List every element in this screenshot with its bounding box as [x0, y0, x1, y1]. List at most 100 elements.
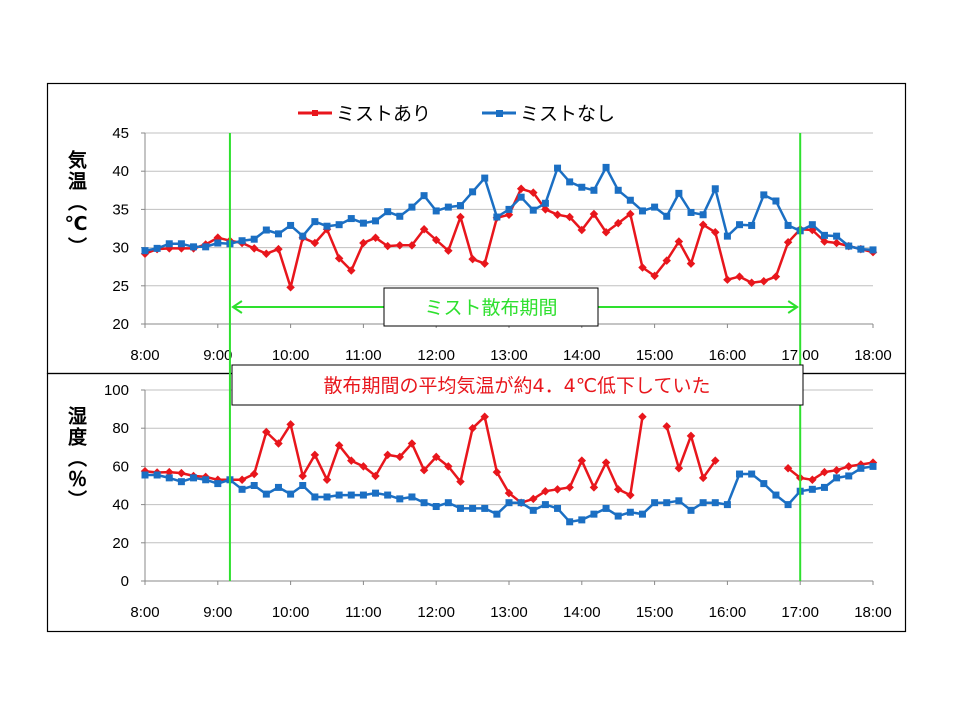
- data-point: [165, 474, 173, 482]
- data-point: [613, 485, 623, 494]
- x-tick-label: 14:00: [563, 347, 601, 364]
- data-point: [760, 480, 768, 488]
- data-point: [589, 483, 599, 492]
- data-point: [202, 243, 210, 251]
- data-point: [820, 483, 828, 491]
- data-point: [517, 193, 525, 201]
- x-tick-label: 12:00: [417, 604, 455, 621]
- data-point: [736, 470, 744, 478]
- period-arrow-head-right: [787, 300, 800, 314]
- data-point: [311, 493, 319, 501]
- summary-box: [231, 364, 804, 406]
- data-point: [359, 491, 367, 499]
- data-point: [177, 240, 185, 248]
- data-point: [529, 188, 538, 197]
- data-point: [396, 495, 404, 503]
- data-point: [869, 246, 877, 254]
- data-point: [663, 499, 671, 507]
- data-point: [384, 208, 392, 216]
- x-tick-label: 15:00: [636, 347, 674, 364]
- data-point: [372, 217, 380, 225]
- data-point: [699, 499, 707, 507]
- x-tick-label: 13:00: [490, 347, 528, 364]
- x-tick-label: 8:00: [130, 347, 159, 364]
- data-point: [541, 486, 550, 496]
- data-point: [760, 191, 768, 199]
- data-point: [311, 218, 319, 226]
- data-point: [141, 247, 149, 255]
- y-tick-label: 20: [112, 316, 129, 333]
- data-point: [299, 482, 307, 489]
- data-point: [626, 196, 634, 204]
- data-point: [238, 485, 246, 493]
- data-point: [589, 209, 599, 219]
- data-point: [323, 222, 331, 230]
- data-point: [262, 490, 270, 498]
- data-point: [711, 456, 720, 465]
- data-point: [784, 221, 792, 229]
- period-label: ミスト散布期間: [424, 297, 557, 319]
- data-point: [323, 493, 331, 501]
- data-point: [601, 458, 611, 467]
- data-point: [857, 245, 865, 253]
- humidity-chart: 0 20 40 60 80 100 8:00 9:00 10:00 11:00 12:00 13:00…: [65, 382, 892, 621]
- data-point: [419, 465, 429, 475]
- data-point: [456, 504, 464, 512]
- legend-label-1: ミストあり: [336, 103, 431, 125]
- lower-panel-frame: [46, 372, 907, 633]
- data-point: [517, 499, 525, 507]
- x-tick-label: 15:00: [636, 604, 674, 621]
- data-point: [602, 163, 610, 171]
- data-point: [165, 240, 173, 248]
- data-point: [626, 209, 635, 219]
- temperature-series: [140, 163, 878, 292]
- data-point: [408, 493, 416, 501]
- data-point: [153, 471, 161, 479]
- data-point: [772, 197, 780, 205]
- data-point: [237, 475, 247, 484]
- data-point: [262, 226, 270, 234]
- humidity-series: [140, 412, 878, 526]
- data-point: [347, 215, 355, 223]
- data-point: [663, 212, 671, 220]
- x-tick-label: 16:00: [709, 604, 747, 621]
- data-point: [772, 491, 780, 499]
- data-point: [505, 499, 513, 507]
- y-tick-label: 25: [112, 278, 129, 295]
- upper-panel-frame: [46, 82, 907, 375]
- data-point: [420, 499, 428, 507]
- data-point: [748, 221, 756, 229]
- data-point: [687, 506, 695, 514]
- data-point: [699, 211, 707, 219]
- data-point: [748, 470, 756, 478]
- temperature-chart: 20 25 30 35 40 45 8:00 9:00 10:00 11:00 12:00 13:00…: [65, 125, 892, 364]
- data-point: [481, 174, 489, 182]
- data-point: [456, 212, 465, 222]
- data-point: [541, 501, 549, 509]
- data-point: [565, 212, 574, 222]
- data-point: [468, 254, 477, 264]
- data-point: [857, 464, 865, 472]
- x-tick-label: 13:00: [490, 604, 528, 621]
- data-point: [274, 483, 282, 491]
- data-point: [372, 489, 380, 497]
- data-point: [747, 278, 756, 287]
- data-point: [723, 232, 731, 240]
- legend-marker-1: [312, 110, 318, 116]
- data-point: [590, 510, 598, 518]
- data-point: [675, 497, 683, 505]
- data-point: [832, 465, 841, 475]
- humidity-axes: 0 20 40 60 80 100 8:00 9:00 10:00 11:00 12:00 13:00…: [104, 382, 892, 621]
- data-point: [566, 178, 574, 186]
- data-point: [177, 468, 186, 478]
- data-point: [626, 490, 635, 500]
- data-point: [662, 422, 671, 431]
- data-point: [262, 249, 271, 258]
- temperature-y-axis-label: 気温（℃）: [65, 149, 87, 258]
- data-point: [335, 221, 343, 229]
- legend-label-2: ミストなし: [520, 103, 615, 125]
- data-point: [711, 185, 719, 193]
- y-tick-label: 60: [112, 458, 129, 475]
- data-point: [736, 221, 744, 229]
- data-point: [468, 423, 477, 433]
